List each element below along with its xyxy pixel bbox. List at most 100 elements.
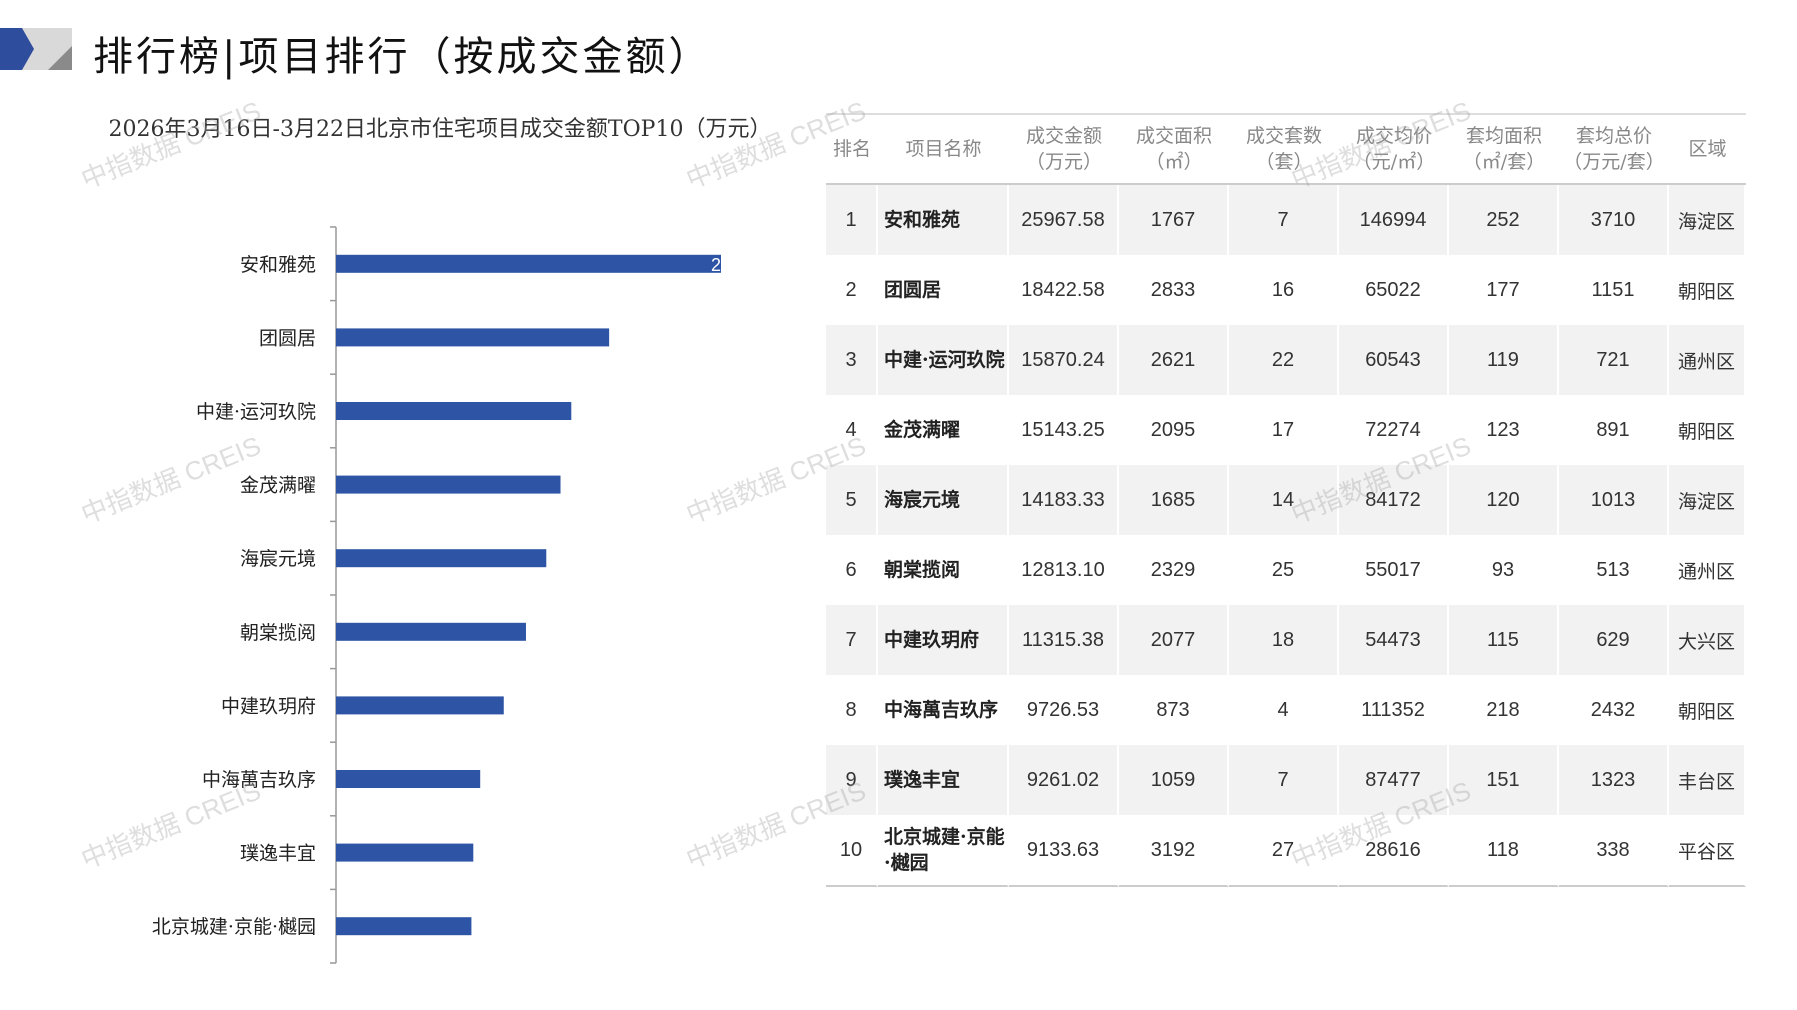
- bar-chart: 安和雅苑团圆居中建·运河玖院金茂满曜海宸元境朝棠揽阅中建玖玥府中海萬吉玖序璞逸丰…: [152, 226, 721, 964]
- district-cell: 海淀区: [1669, 185, 1746, 255]
- rank-cell: 7: [826, 605, 878, 675]
- category-label: 璞逸丰宜: [240, 843, 316, 865]
- amount-cell: 9133.63: [1009, 815, 1119, 887]
- data-label: 2: [711, 255, 721, 275]
- bar: [336, 843, 474, 862]
- area-cell: 2095: [1119, 395, 1229, 465]
- units-cell: 4: [1229, 675, 1339, 745]
- avg-price-cell: 87477: [1339, 745, 1449, 815]
- ranking-table: 排名 项目名称 成交金额 （万元） 成交面积 （㎡） 成交套数 （套） 成交均价 （元/㎡） 套均面…: [826, 113, 1746, 887]
- table-row: 4 金茂满曜 15143.25 2095 17 72274 123 891 朝阳区: [826, 395, 1746, 465]
- category-label: 北京城建·京能·樾园: [152, 916, 316, 938]
- avg-price-cell: 72274: [1339, 395, 1449, 465]
- category-label: 中建·运河玖院: [196, 401, 316, 423]
- table-row: 6 朝棠揽阅 12813.10 2329 25 55017 93 513 通州区: [826, 535, 1746, 605]
- avg-area-cell: 252: [1449, 185, 1559, 255]
- rank-cell: 2: [826, 255, 878, 325]
- project-name-cell: 北京城建·京能·樾园: [878, 815, 1009, 887]
- chart-title: 2026年3月16日-3月22日北京市住宅项目成交金额TOP10（万元）: [108, 117, 772, 142]
- project-name-cell: 金茂满曜: [878, 395, 1009, 465]
- column-header: 成交套数 （套）: [1229, 113, 1339, 185]
- rank-cell: 8: [826, 675, 878, 745]
- bar: [336, 328, 610, 347]
- column-header: 成交金额 （万元）: [1009, 113, 1119, 185]
- bar: [336, 917, 472, 936]
- avg-area-cell: 120: [1449, 465, 1559, 535]
- area-cell: 3192: [1119, 815, 1229, 887]
- avg-total-cell: 2432: [1559, 675, 1669, 745]
- rank-cell: 10: [826, 815, 878, 887]
- units-cell: 16: [1229, 255, 1339, 325]
- area-cell: 2833: [1119, 255, 1229, 325]
- bar: [336, 770, 481, 788]
- avg-total-cell: 1151: [1559, 255, 1669, 325]
- project-name-cell: 中海萬吉玖序: [878, 675, 1009, 745]
- table-row: 2 团圆居 18422.58 2833 16 65022 177 1151 朝阳区: [826, 255, 1746, 325]
- avg-total-cell: 513: [1559, 535, 1669, 605]
- rank-cell: 3: [826, 325, 878, 395]
- table-row: 1 安和雅苑 25967.58 1767 7 146994 252 3710 海淀区: [826, 185, 1746, 255]
- project-name-cell: 朝棠揽阅: [878, 535, 1009, 605]
- amount-cell: 14183.33: [1009, 465, 1119, 535]
- units-cell: 17: [1229, 395, 1339, 465]
- bar: [336, 622, 526, 641]
- district-cell: 大兴区: [1669, 605, 1746, 675]
- project-name-cell: 海宸元境: [878, 465, 1009, 535]
- column-header: 区域: [1669, 113, 1746, 185]
- amount-cell: 15143.25: [1009, 395, 1119, 465]
- district-cell: 朝阳区: [1669, 255, 1746, 325]
- avg-price-cell: 111352: [1339, 675, 1449, 745]
- rank-cell: 9: [826, 745, 878, 815]
- avg-total-cell: 1013: [1559, 465, 1669, 535]
- project-name-cell: 中建玖玥府: [878, 605, 1009, 675]
- district-cell: 通州区: [1669, 535, 1746, 605]
- area-cell: 2329: [1119, 535, 1229, 605]
- avg-price-cell: 84172: [1339, 465, 1449, 535]
- rank-cell: 5: [826, 465, 878, 535]
- bar: [336, 254, 721, 273]
- units-cell: 7: [1229, 185, 1339, 255]
- column-header: 成交均价 （元/㎡）: [1339, 113, 1449, 185]
- table-row: 10 北京城建·京能·樾园 9133.63 3192 27 28616 118 338 平谷区: [826, 815, 1746, 887]
- table-row: 9 璞逸丰宜 9261.02 1059 7 87477 151 1323 丰台区: [826, 745, 1746, 815]
- avg-area-cell: 151: [1449, 745, 1559, 815]
- area-cell: 2621: [1119, 325, 1229, 395]
- bar: [336, 549, 547, 568]
- amount-cell: 12813.10: [1009, 535, 1119, 605]
- area-cell: 1767: [1119, 185, 1229, 255]
- avg-price-cell: 65022: [1339, 255, 1449, 325]
- category-label: 团圆居: [259, 327, 316, 349]
- table-row: 8 中海萬吉玖序 9726.53 873 4 111352 218 2432 朝阳区: [826, 675, 1746, 745]
- avg-price-cell: 55017: [1339, 535, 1449, 605]
- area-cell: 2077: [1119, 605, 1229, 675]
- area-cell: 1685: [1119, 465, 1229, 535]
- amount-cell: 25967.58: [1009, 185, 1119, 255]
- amount-cell: 18422.58: [1009, 255, 1119, 325]
- project-name-cell: 安和雅苑: [878, 185, 1009, 255]
- avg-total-cell: 1323: [1559, 745, 1669, 815]
- table-row: 3 中建·运河玖院 15870.24 2621 22 60543 119 721 通州区: [826, 325, 1746, 395]
- category-label: 海宸元境: [240, 548, 316, 570]
- avg-area-cell: 118: [1449, 815, 1559, 887]
- avg-total-cell: 338: [1559, 815, 1669, 887]
- column-header: 成交面积 （㎡）: [1119, 113, 1229, 185]
- category-label: 中海萬吉玖序: [202, 769, 316, 791]
- bar: [336, 696, 504, 715]
- avg-price-cell: 28616: [1339, 815, 1449, 887]
- district-cell: 朝阳区: [1669, 395, 1746, 465]
- units-cell: 18: [1229, 605, 1339, 675]
- area-cell: 873: [1119, 675, 1229, 745]
- brand-logo: [0, 28, 72, 70]
- rank-cell: 4: [826, 395, 878, 465]
- table-header-row: 排名 项目名称 成交金额 （万元） 成交面积 （㎡） 成交套数 （套） 成交均价 （元/㎡） 套均面…: [826, 113, 1746, 185]
- units-cell: 7: [1229, 745, 1339, 815]
- avg-area-cell: 119: [1449, 325, 1559, 395]
- page-title: 排行榜|项目排行（按成交金额）: [93, 34, 712, 80]
- column-header: 项目名称: [878, 113, 1009, 185]
- rank-cell: 1: [826, 185, 878, 255]
- avg-area-cell: 93: [1449, 535, 1559, 605]
- units-cell: 27: [1229, 815, 1339, 887]
- amount-cell: 9726.53: [1009, 675, 1119, 745]
- district-cell: 朝阳区: [1669, 675, 1746, 745]
- amount-cell: 15870.24: [1009, 325, 1119, 395]
